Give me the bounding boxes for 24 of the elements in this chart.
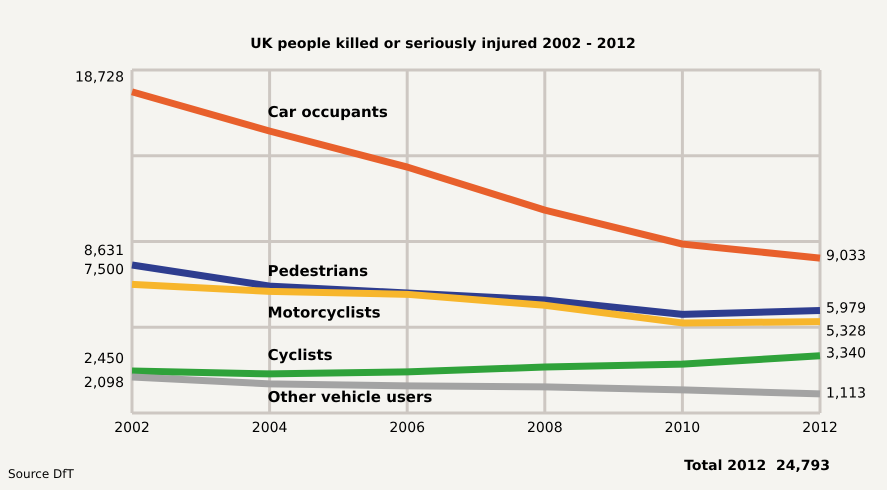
series-label: Cyclists [268,346,333,364]
series-label: Motorcyclists [268,304,381,322]
data-label: 2,450 [84,350,124,367]
x-tick-label: 2002 [114,420,150,436]
x-tick-label: 2010 [664,420,700,436]
series-label: Other vehicle users [268,388,432,406]
data-label: 8,631 [84,242,124,259]
x-tick-label: 2008 [526,420,563,436]
series-label: Car occupants [268,103,388,122]
chart-title: UK people killed or seriously injured 2002 - 2012 [250,36,636,52]
x-tick-label: 2012 [802,420,838,436]
data-label: 5,328 [826,323,866,340]
x-tick-label: 2004 [252,420,288,436]
data-label: 9,033 [826,248,866,264]
series-label: Pedestrians [268,262,368,280]
data-label: 1,113 [826,386,866,402]
source-note: Source DfT [8,467,74,481]
data-label: 5,979 [826,300,866,316]
text: Total 2012 24,793 [684,458,830,474]
x-tick-label: 2006 [389,420,426,436]
data-label: 7,500 [84,262,124,278]
data-label: 18,728 [75,70,124,86]
data-label: 3,340 [826,346,866,362]
data-label: 2,098 [84,374,124,391]
